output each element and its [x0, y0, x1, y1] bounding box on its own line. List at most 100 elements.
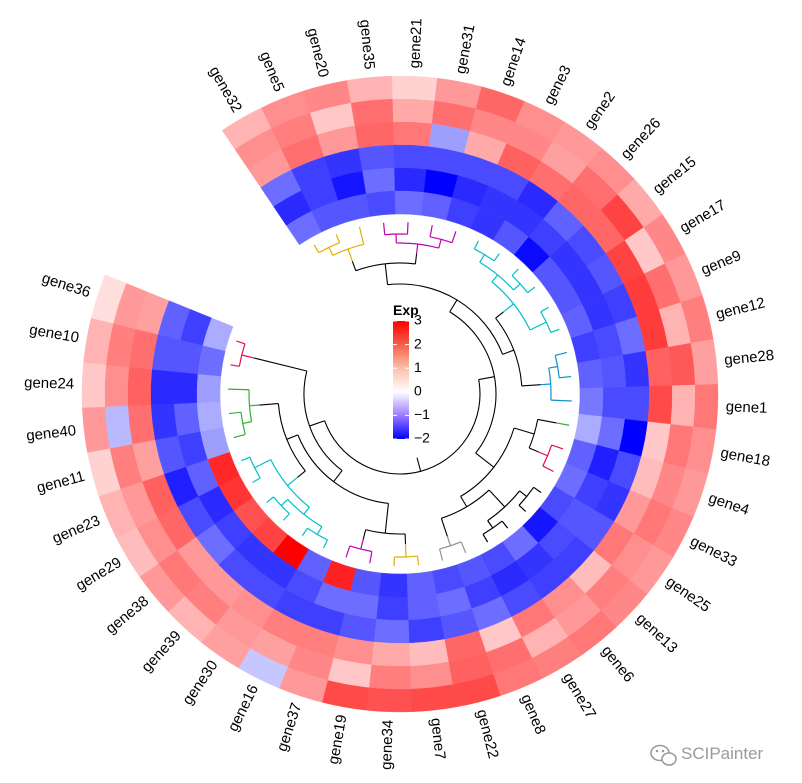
dendrogram-branch [460, 496, 468, 508]
heatmap-cell [202, 317, 234, 352]
dendrogram-branch [266, 496, 274, 503]
gene-label: gene2 [581, 89, 619, 133]
heatmap-cell [362, 167, 396, 195]
dendrogram-branch [460, 541, 467, 554]
dendrogram-branch [528, 447, 539, 453]
heatmap-cell [667, 343, 696, 386]
heatmap-cell [373, 618, 410, 644]
legend-colorbar [393, 321, 409, 439]
dendrogram-branch [518, 504, 527, 512]
gene-label: gene4 [706, 490, 751, 519]
dendrogram-branch [347, 248, 353, 262]
dendrogram-branch [495, 496, 506, 508]
heatmap-cell [394, 190, 425, 216]
gene-label: gene3 [541, 63, 575, 108]
legend-ticks: 3 2 1 0 −1 −2 [393, 312, 430, 446]
gene-label: gene10 [28, 321, 80, 346]
heatmap-cell [692, 384, 719, 430]
dendrogram-branch [495, 311, 504, 319]
dendrogram-branch [333, 470, 343, 483]
dendrogram-branch [511, 275, 529, 294]
dendrogram-branch [551, 444, 564, 450]
dendrogram-branch [474, 248, 495, 262]
dendrogram-branch [416, 457, 422, 472]
gene-label: gene1 [725, 398, 767, 417]
gene-label: gene6 [598, 642, 637, 685]
watermark-text: SCIPainter [681, 744, 764, 763]
dendrogram-branch [446, 536, 452, 547]
heatmap-cell [81, 362, 107, 408]
dendrogram-branch [475, 452, 495, 468]
heatmap-cell [393, 144, 430, 170]
heatmap-cell [347, 75, 393, 104]
heatmap-cell [408, 616, 445, 644]
heatmap-cell [670, 384, 696, 428]
dendrogram-branch [542, 444, 553, 467]
dendrogram-branch [521, 384, 541, 387]
dendrogram-branch [280, 498, 289, 507]
dendrogram-branch [360, 539, 364, 550]
heatmap-cell [645, 347, 673, 387]
dendrogram-branch [254, 459, 271, 469]
heatmap-cell [151, 403, 179, 441]
heatmap-cell [354, 121, 395, 149]
heatmap-cell [371, 641, 411, 667]
heatmap-cell [375, 595, 409, 621]
gene-label: gene5 [256, 49, 287, 94]
dendrogram-branch [303, 506, 310, 515]
dendrogram-branch [529, 321, 547, 331]
dendrogram-branch [533, 486, 542, 493]
dendrogram-branch [518, 486, 535, 506]
dendrogram-branch [322, 539, 328, 549]
dendrogram-branch [384, 233, 408, 236]
legend-tick-label: 1 [414, 359, 422, 375]
dendrogram-branch [451, 231, 457, 243]
dendrogram-branch [511, 268, 519, 277]
gene-label: gene38 [103, 593, 153, 638]
dendrogram-branch [406, 222, 409, 235]
gene-label: gene34 [378, 719, 397, 770]
gene-label: gene40 [25, 422, 77, 445]
heatmap-cell [394, 167, 427, 193]
dendrogram-branch [460, 427, 515, 497]
dendrogram-branch [493, 253, 500, 262]
gene-label: gene20 [304, 26, 332, 79]
dendrogram-branch [287, 476, 298, 486]
heatmap-cell [350, 98, 394, 127]
gene-label: gene18 [719, 444, 771, 470]
dendrogram-branch [384, 503, 389, 534]
heatmap-cell [624, 386, 650, 422]
heatmap-cell [196, 401, 224, 432]
dendrogram-branch [369, 551, 373, 564]
dendrogram-branch [309, 420, 325, 427]
gene-label: gene19 [325, 713, 351, 765]
dendrogram-branch [537, 418, 557, 424]
heatmap-cell [601, 386, 627, 420]
dendrogram-branch [297, 470, 306, 478]
watermark: SCIPainter [650, 744, 764, 766]
dendrogram-branch [513, 283, 521, 291]
heatmap-cell [392, 75, 438, 102]
dendrogram-branch [449, 299, 458, 313]
dendrogram-branch [241, 354, 255, 359]
dendrogram-branch [238, 343, 246, 367]
heatmap-cell [173, 371, 199, 404]
dendrogram-branch [318, 242, 340, 254]
dendrogram-branch [252, 477, 261, 484]
gene-label: gene15 [650, 153, 700, 197]
dendrogram-branch [548, 365, 558, 369]
heatmap-cell [378, 572, 408, 598]
dendrogram-branch [316, 526, 323, 535]
gene-label: gene32 [205, 64, 245, 116]
dendrogram-branch [556, 422, 570, 426]
heatmap-cell [622, 350, 650, 388]
heatmap-cell [150, 369, 176, 405]
gene-label: gene36 [40, 270, 93, 302]
dendrogram-branch [242, 421, 252, 425]
dendrogram-branch [540, 383, 551, 386]
dendrogram-branch [439, 548, 444, 561]
heatmap-cell [409, 661, 453, 690]
heatmap-cell [408, 638, 449, 667]
heatmap-cell [366, 190, 396, 217]
dendrogram-branch [303, 370, 343, 471]
